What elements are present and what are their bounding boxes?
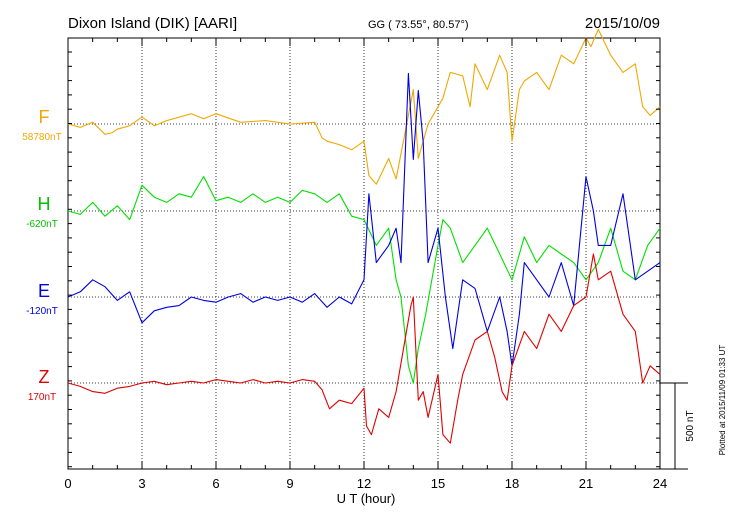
x-tick-label-8: 24 — [653, 476, 667, 491]
x-tick-label-5: 15 — [431, 476, 445, 491]
series-label-e: E -120nT — [26, 281, 58, 317]
scale-bar-label: 500 nT — [685, 410, 696, 441]
series-label-z: Z 170nT — [28, 367, 56, 403]
coordinates-label: GG ( 73.55°, 80.57°) — [368, 19, 469, 31]
x-tick-label-1: 3 — [138, 476, 145, 491]
series-baseline-z: 170nT — [28, 392, 56, 403]
chart-title: Dixon Island (DIK) [AARI] — [68, 15, 237, 32]
x-tick-label-7: 21 — [579, 476, 593, 491]
series-line-z — [67, 253, 661, 444]
x-axis-label: U T (hour) — [337, 491, 396, 506]
series-name-f: F — [39, 107, 50, 127]
plotted-timestamp: Plotted at 2015/11/09 01:33 UT — [718, 345, 727, 456]
series-label-f: F 58780nT — [22, 107, 61, 143]
series-baseline-e: -120nT — [26, 306, 58, 317]
date-label: 2015/10/09 — [585, 15, 660, 32]
series-line-f — [67, 28, 661, 185]
series-line-e — [67, 72, 661, 367]
x-tick-label-4: 12 — [357, 476, 371, 491]
scale-bar: 500 nT — [660, 382, 696, 470]
series-line-h — [67, 176, 661, 384]
x-tick-label-3: 9 — [286, 476, 293, 491]
series-baseline-f: 58780nT — [22, 132, 61, 143]
series-name-h: H — [38, 194, 51, 214]
series-name-z: Z — [39, 367, 50, 387]
x-tick-label-6: 18 — [505, 476, 519, 491]
series-baseline-h: -620nT — [26, 219, 58, 230]
x-tick-label-0: 0 — [64, 476, 71, 491]
series-label-h: H -620nT — [26, 194, 58, 230]
x-tick-label-2: 6 — [212, 476, 219, 491]
series-name-e: E — [38, 281, 50, 301]
